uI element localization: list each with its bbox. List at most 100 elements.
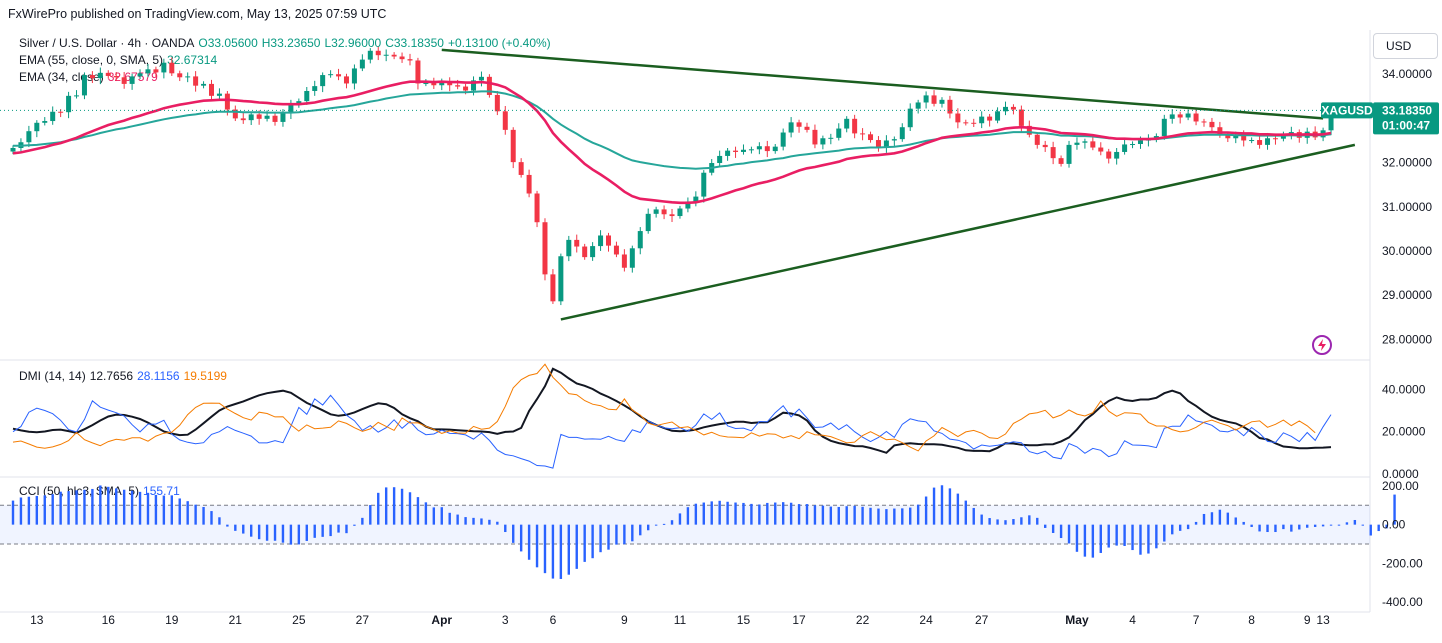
cci-bar	[369, 505, 372, 525]
candle-body	[113, 75, 119, 78]
dmi-legend[interactable]: DMI (14, 14) 12.7656 28.1156 19.5199	[19, 368, 231, 384]
cci-bar	[1091, 524, 1095, 558]
candle-body	[1003, 106, 1008, 112]
cci-bar	[1044, 524, 1047, 528]
cci-bar	[115, 488, 118, 525]
candle-body	[987, 116, 993, 121]
cci-bar	[1194, 521, 1198, 525]
cci-bar	[146, 492, 150, 525]
candle-body	[939, 99, 945, 104]
cci-bar	[1028, 515, 1031, 525]
candle-body	[717, 155, 723, 164]
candle-body	[534, 193, 540, 223]
cci-bar	[488, 519, 491, 525]
cci-bar	[99, 485, 102, 525]
x-tick-label-11: 15	[737, 613, 751, 627]
candle-body	[1217, 127, 1223, 136]
candle-body	[1130, 144, 1136, 146]
cci-bar	[623, 524, 626, 545]
cci-bar	[916, 504, 920, 525]
cci-bar	[789, 502, 793, 525]
cci-bar	[1306, 524, 1309, 528]
candle-body	[399, 56, 405, 60]
cci-bar	[1107, 524, 1110, 548]
cci-bar	[234, 524, 237, 531]
cci-bar	[1393, 494, 1396, 525]
cci-bar	[1099, 524, 1102, 553]
candle-body	[1058, 158, 1064, 164]
cci-bar	[543, 524, 547, 574]
cci-bar	[416, 497, 420, 525]
candle-body	[685, 201, 691, 209]
cci-bar	[1059, 524, 1063, 539]
candle-body	[1193, 113, 1199, 122]
candle-body	[574, 239, 580, 247]
candle-body	[216, 93, 222, 96]
cci-bar	[893, 508, 896, 525]
candle-body	[828, 137, 834, 139]
cci-bar	[607, 524, 610, 550]
cci-bar	[1202, 513, 1206, 525]
cci-value: 155.71	[143, 484, 180, 498]
cci-bar	[1012, 519, 1015, 525]
cci-bar	[265, 524, 269, 541]
candle-body	[748, 149, 754, 151]
cci-bar	[218, 517, 221, 525]
cci-bar	[1298, 524, 1301, 530]
candle-body	[1249, 140, 1255, 142]
candle-body	[26, 131, 32, 143]
cci-bar	[305, 524, 308, 541]
candle-body	[153, 69, 159, 73]
currency-selector[interactable]: USD	[1373, 33, 1438, 59]
candle-body	[1201, 121, 1207, 123]
plus-di-line	[12, 394, 1332, 469]
cci-bar	[361, 517, 364, 525]
x-tick-label-13: 22	[856, 613, 870, 627]
cci-bar	[861, 506, 864, 525]
cci-bar	[154, 494, 158, 525]
candle-body	[558, 256, 564, 302]
cci-bar	[178, 498, 181, 525]
x-tick-label-16: May	[1065, 613, 1089, 627]
candle-body	[177, 73, 183, 78]
candle-body	[351, 68, 357, 84]
ema34-line	[12, 80, 1332, 205]
candle-body	[677, 208, 683, 217]
ema55-legend[interactable]: EMA (55, close, 0, SMA, 5) 32.67314	[19, 52, 221, 68]
candle-body	[66, 95, 72, 113]
cci-bar	[289, 524, 293, 545]
ohlc-open: O33.05600	[198, 36, 258, 50]
cci-bar	[845, 506, 848, 525]
cci-bar	[519, 524, 523, 552]
candle-body	[542, 222, 548, 275]
candle-body	[629, 248, 635, 268]
cci-bar	[377, 492, 380, 525]
cci-bar	[647, 524, 650, 531]
cci-bar	[924, 496, 928, 525]
candle-body	[193, 76, 199, 86]
cci-bar	[273, 524, 277, 541]
candle-body	[780, 132, 786, 147]
candle-body	[383, 54, 389, 56]
candle-body	[883, 140, 889, 148]
symbol-title[interactable]: Silver / U.S. Dollar · 4h · OANDA	[19, 36, 195, 50]
candle-body	[844, 118, 850, 129]
x-axis-labels: 13 16 19 21 25 27 Apr 3 6 9 11 15 17 22 24 27 May 4 7 8 9 13	[30, 613, 1330, 627]
last-price-tag-bg	[1373, 102, 1439, 135]
candle-body	[494, 94, 500, 112]
x-tick-label-6: Apr	[431, 613, 452, 627]
ticker-tag: XAGUSD	[1321, 103, 1373, 117]
tradingview-flash-icon[interactable]	[1312, 335, 1332, 355]
dmi-tick-label-2: 0.0000	[1382, 467, 1419, 481]
cci-bar	[51, 494, 54, 525]
candle-body	[868, 134, 874, 141]
cci-bar	[59, 491, 62, 525]
candle-body	[312, 86, 318, 91]
candle-body	[788, 122, 794, 133]
candle-body	[407, 59, 413, 61]
cci-bar	[130, 490, 134, 525]
cci-bar	[1345, 522, 1349, 525]
candle-body	[304, 90, 310, 102]
